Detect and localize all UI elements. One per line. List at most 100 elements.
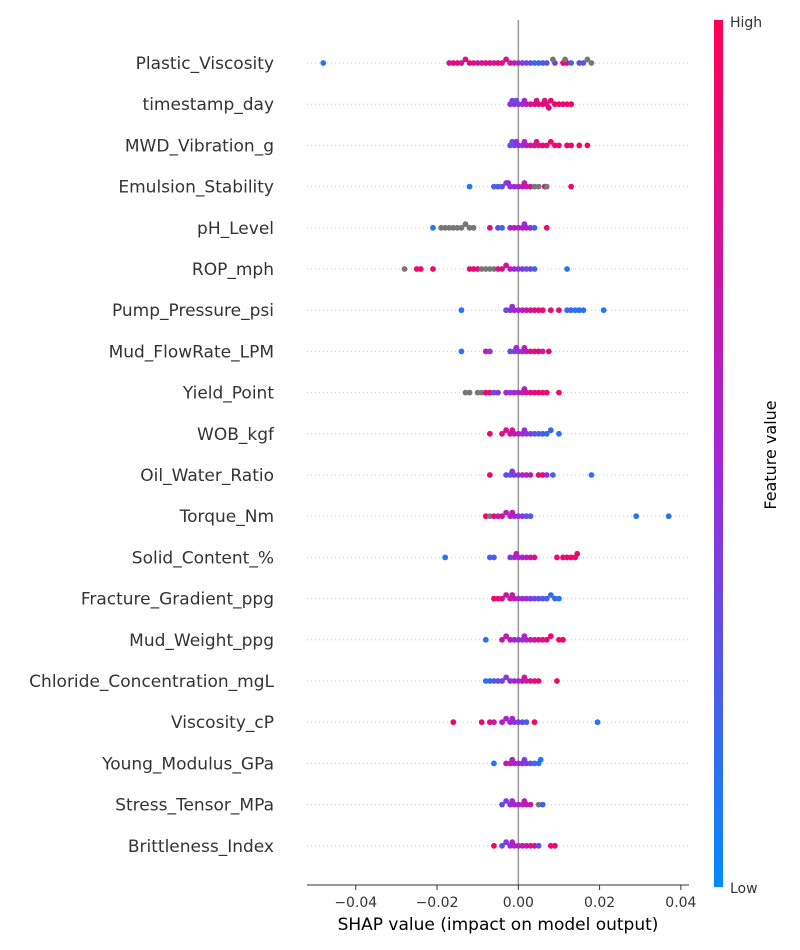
feature-label: Mud_Weight_ppg bbox=[129, 631, 274, 651]
shap-point bbox=[491, 266, 497, 272]
shap-point bbox=[507, 678, 514, 684]
shap-point bbox=[458, 307, 465, 314]
shap-point bbox=[519, 307, 526, 314]
x-tick-label: 0.00 bbox=[503, 895, 534, 911]
shap-point bbox=[450, 60, 457, 66]
shap-point bbox=[539, 430, 546, 437]
shap-point bbox=[564, 554, 570, 561]
shap-point bbox=[535, 389, 542, 396]
shap-point bbox=[491, 513, 497, 520]
shap-point bbox=[527, 101, 534, 108]
shap-point bbox=[442, 554, 449, 561]
shap-point bbox=[539, 801, 546, 808]
shap-point bbox=[462, 221, 469, 228]
shap-point bbox=[556, 430, 562, 437]
shap-point bbox=[507, 636, 514, 643]
shap-point bbox=[491, 719, 497, 726]
shap-point bbox=[549, 56, 556, 63]
shap-point bbox=[430, 266, 436, 272]
shap-point bbox=[495, 183, 501, 190]
shap-point bbox=[539, 595, 546, 602]
feature-label: Young_Modulus_GPa bbox=[101, 754, 274, 774]
shap-point bbox=[519, 266, 526, 272]
shap-point bbox=[513, 550, 520, 557]
shap-point bbox=[503, 427, 510, 434]
shap-point bbox=[568, 60, 575, 66]
shap-point bbox=[535, 801, 542, 808]
shap-point bbox=[495, 595, 501, 602]
shap-point bbox=[531, 678, 538, 684]
shap-point bbox=[519, 513, 526, 520]
shap-point bbox=[572, 307, 579, 314]
shap-point bbox=[499, 595, 505, 602]
shap-point bbox=[486, 472, 493, 478]
shap-point bbox=[564, 266, 570, 272]
shap-point bbox=[531, 307, 538, 314]
shap-point bbox=[588, 60, 595, 66]
shap-point bbox=[574, 550, 581, 557]
shap-point bbox=[527, 224, 534, 231]
shap-point bbox=[486, 266, 493, 272]
shap-point bbox=[503, 633, 510, 640]
shap-points bbox=[320, 56, 672, 849]
shap-point bbox=[576, 307, 583, 314]
shap-point bbox=[535, 307, 542, 314]
shap-point bbox=[521, 674, 528, 681]
x-tick-label: −0.02 bbox=[416, 895, 459, 911]
shap-point bbox=[507, 266, 514, 272]
shap-point bbox=[491, 554, 497, 561]
shap-point bbox=[564, 142, 570, 149]
shap-point bbox=[503, 509, 510, 516]
shap-point bbox=[521, 633, 528, 640]
shap-point bbox=[507, 348, 514, 355]
shap-point bbox=[513, 138, 520, 145]
shap-point bbox=[417, 266, 424, 272]
shap-point bbox=[527, 636, 534, 643]
colorbar bbox=[714, 20, 723, 887]
shap-point bbox=[454, 224, 461, 231]
shap-point bbox=[519, 842, 526, 849]
shap-point bbox=[515, 307, 522, 314]
shap-point bbox=[499, 183, 505, 190]
shap-point bbox=[541, 97, 548, 104]
shap-point bbox=[531, 636, 538, 643]
shap-point bbox=[523, 307, 530, 314]
shap-point bbox=[486, 513, 493, 520]
shap-point bbox=[556, 142, 562, 149]
shap-point bbox=[535, 636, 542, 643]
shap-point bbox=[543, 636, 550, 643]
feature-label: Chloride_Concentration_mgL bbox=[29, 672, 274, 692]
shap-point bbox=[519, 554, 526, 561]
shap-point bbox=[633, 513, 640, 520]
shap-point bbox=[556, 389, 562, 396]
shap-point bbox=[503, 472, 510, 478]
shap-point bbox=[503, 262, 510, 269]
shap-point bbox=[519, 472, 526, 478]
shap-point bbox=[515, 389, 522, 396]
shap-point bbox=[458, 224, 465, 231]
shap-point bbox=[450, 224, 457, 231]
row-gridlines bbox=[307, 62, 689, 847]
shap-point bbox=[551, 595, 558, 602]
shap-point bbox=[537, 756, 544, 763]
shap-point bbox=[499, 842, 505, 849]
shap-point bbox=[491, 183, 497, 190]
shap-point bbox=[556, 307, 562, 314]
shap-point bbox=[509, 468, 516, 475]
shap-point bbox=[527, 389, 534, 396]
shap-point bbox=[533, 97, 540, 104]
shap-point bbox=[511, 678, 518, 684]
shap-point bbox=[527, 266, 534, 272]
shap-point bbox=[509, 715, 516, 722]
shap-point bbox=[527, 430, 534, 437]
shap-point bbox=[511, 183, 518, 190]
feature-label: Viscosity_cP bbox=[171, 713, 274, 733]
shap-point bbox=[495, 513, 501, 520]
shap-point bbox=[486, 224, 493, 231]
x-axis-title: SHAP value (impact on model output) bbox=[338, 915, 659, 935]
shap-point bbox=[474, 266, 481, 272]
shap-point bbox=[515, 266, 522, 272]
shap-point bbox=[564, 101, 570, 108]
shap-point bbox=[515, 801, 522, 808]
shap-point bbox=[554, 678, 560, 684]
